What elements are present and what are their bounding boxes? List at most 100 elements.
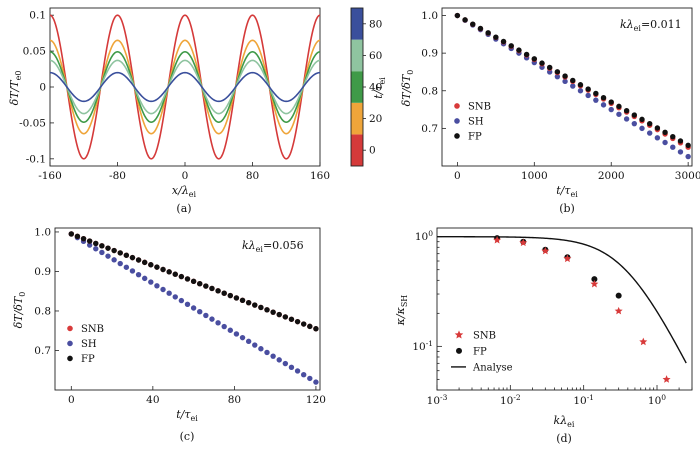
panel-a-xtick-label: 160	[310, 170, 330, 182]
legend-marker-fp	[454, 133, 460, 139]
panel-b-point-fp	[546, 64, 553, 71]
colorbar-segment	[351, 134, 363, 166]
panel-d-point-fp	[591, 276, 598, 283]
legend-marker-sh	[67, 340, 73, 347]
panel-c-point-sh	[221, 323, 227, 330]
panel-c-point-fp	[117, 250, 123, 256]
panel-c-point-fp	[233, 295, 240, 301]
panel-b-point-fp	[677, 138, 684, 144]
panel-b-annotation: kλei=0.011	[620, 18, 682, 33]
panel-a-ytick-label: 0.1	[29, 10, 46, 22]
panel-b-point-sh	[600, 102, 607, 108]
panel-c-point-fp	[227, 292, 234, 299]
panel-d-caption: (d)	[556, 432, 572, 445]
panel-d-xtick-label: 10-2	[500, 393, 521, 407]
panel-d-analyse-line	[437, 236, 687, 364]
panel-c-point-fp	[300, 321, 307, 327]
colorbar-tick-label: 60	[369, 50, 382, 62]
panel-b-point-fp	[462, 17, 468, 23]
panel-b-point-fp	[554, 69, 561, 75]
panel-b-point-fp	[570, 77, 576, 84]
panel-c-ytick-label: 0.9	[34, 266, 51, 278]
panel-c-legend: SNB SH FP	[67, 324, 104, 365]
panel-c-point-sh	[123, 264, 130, 270]
panel-a-series-line	[49, 59, 321, 115]
legend-label-fp: FP	[468, 131, 482, 142]
panel-b-point-sh	[677, 149, 684, 155]
panel-b-point-sh	[593, 97, 599, 103]
panel-c-point-fp	[209, 285, 215, 292]
colorbar-tick-label: 0	[369, 145, 376, 157]
panel-c-point-sh	[313, 379, 319, 385]
panel-b-point-fp	[562, 73, 568, 79]
panel-c-point-sh	[227, 327, 234, 333]
panel-a-ytick-label: -0.05	[19, 117, 46, 129]
panel-c-ytick-label: 0.7	[34, 345, 51, 357]
panel-b-xtick-label: 3000	[675, 170, 700, 182]
panel-c-xtick-label: 80	[228, 394, 241, 406]
colorbar-segment	[351, 71, 363, 103]
panel-c-point-sh	[141, 275, 148, 282]
panel-c-caption: (c)	[180, 430, 195, 443]
panel-c-point-sh	[245, 338, 252, 345]
panel-c-point-fp	[270, 309, 276, 315]
panel-c-point-sh	[166, 290, 172, 296]
colorbar-segment	[351, 39, 363, 72]
panel-c-xtick-label: 0	[68, 394, 75, 406]
panel-b: 0 1000 2000 3000 0.7 0.8 0.9 1.0 SNB SH FP kλei=0…	[400, 7, 700, 215]
panel-d-point-snb	[590, 279, 599, 288]
panel-b-caption: (b)	[559, 202, 575, 215]
panel-c-point-sh	[93, 246, 99, 252]
panel-d-xtick-label: 10-1	[573, 393, 594, 407]
panel-d-legend: SNB FP Analyse	[451, 330, 513, 373]
panel-c-point-fp	[135, 257, 142, 263]
panel-c-point-sh	[300, 371, 307, 378]
panel-b-point-fp	[600, 95, 607, 101]
panel-c-point-sh	[190, 305, 197, 311]
colorbar-segment	[351, 102, 363, 135]
panel-a-colorbar-label: t/τei	[372, 77, 387, 99]
colorbar-tick-label: 80	[369, 18, 382, 30]
panel-b-point-sh	[577, 88, 584, 94]
panel-b-point-fp	[631, 112, 638, 118]
panel-c-point-sh	[233, 331, 240, 337]
panel-b-ytick-label: 0.8	[421, 85, 438, 97]
panel-c-point-sh	[294, 368, 301, 374]
panel-b-point-fp	[531, 56, 538, 62]
panel-d-xtick-label: 100	[648, 393, 666, 407]
colorbar-tick-label: 20	[369, 113, 382, 125]
panel-a-series-line	[49, 14, 321, 160]
panel-d-xtick-label: 10-3	[427, 393, 448, 407]
panel-d-frame	[436, 227, 693, 391]
panel-c-ytick-label: 1.0	[34, 226, 51, 238]
panel-c-point-fp	[148, 262, 154, 268]
panel-b-point-fp	[470, 21, 476, 27]
panel-c-point-fp	[80, 235, 87, 242]
panel-c-point-fp	[264, 307, 270, 313]
panel-c-point-sh	[160, 286, 166, 293]
panel-b-point-fp	[454, 12, 461, 19]
panel-d-ylabel: κ/κSH	[394, 295, 409, 327]
panel-b-point-fp	[685, 142, 691, 149]
panel-d-point-snb	[639, 337, 648, 346]
panel-c-point-fp	[105, 245, 111, 251]
legend-label-sh: SH	[81, 339, 97, 350]
panel-b-point-sh	[546, 69, 553, 75]
panel-b-point-fp	[608, 99, 614, 105]
panel-c-xlabel: t/τei	[176, 408, 198, 423]
panel-b-point-sh	[646, 130, 653, 136]
panel-a-ytick-label: 0	[39, 82, 46, 94]
panel-c-point-fp	[68, 231, 75, 237]
panel-a-xtick-label: -160	[38, 170, 62, 182]
panel-c-point-sh	[258, 346, 264, 352]
panel-c-point-sh	[288, 364, 295, 370]
panel-c-point-sh	[239, 334, 246, 341]
panel-a-xtick-label: 0	[182, 170, 189, 182]
panel-c-point-sh	[105, 253, 111, 259]
panel-b-point-sh	[608, 106, 614, 113]
panel-b-point-sh	[562, 78, 568, 85]
panel-c-ytick-label: 0.8	[34, 305, 51, 317]
panel-c-point-sh	[148, 279, 154, 285]
panel-c-point-fp	[184, 276, 191, 282]
